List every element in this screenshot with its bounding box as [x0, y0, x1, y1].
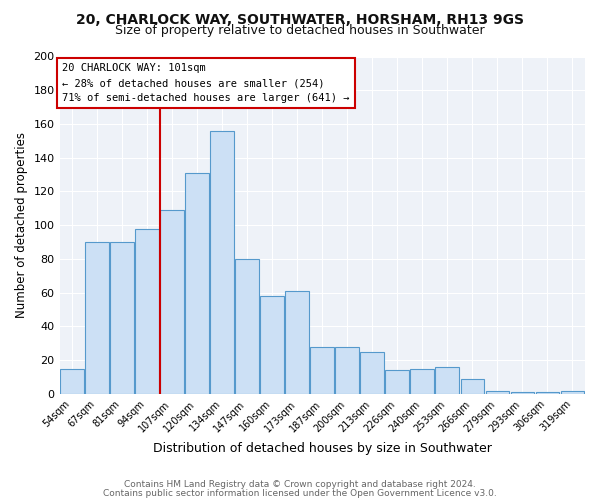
Bar	[210, 130, 234, 394]
Text: Contains HM Land Registry data © Crown copyright and database right 2024.: Contains HM Land Registry data © Crown c…	[124, 480, 476, 489]
Bar	[485, 390, 509, 394]
Text: 20, CHARLOCK WAY, SOUTHWATER, HORSHAM, RH13 9GS: 20, CHARLOCK WAY, SOUTHWATER, HORSHAM, R…	[76, 12, 524, 26]
Bar	[310, 346, 334, 394]
Text: 20 CHARLOCK WAY: 101sqm
← 28% of detached houses are smaller (254)
71% of semi-d: 20 CHARLOCK WAY: 101sqm ← 28% of detache…	[62, 63, 350, 103]
Text: Contains public sector information licensed under the Open Government Licence v3: Contains public sector information licen…	[103, 488, 497, 498]
Bar	[335, 346, 359, 394]
Bar	[235, 259, 259, 394]
Bar	[135, 228, 159, 394]
Bar	[436, 367, 459, 394]
Bar	[461, 378, 484, 394]
Bar	[185, 173, 209, 394]
Bar	[60, 368, 84, 394]
Text: Size of property relative to detached houses in Southwater: Size of property relative to detached ho…	[115, 24, 485, 37]
Y-axis label: Number of detached properties: Number of detached properties	[15, 132, 28, 318]
Bar	[260, 296, 284, 394]
Bar	[160, 210, 184, 394]
Bar	[361, 352, 384, 394]
Bar	[511, 392, 535, 394]
Bar	[85, 242, 109, 394]
Bar	[385, 370, 409, 394]
Bar	[560, 390, 584, 394]
Bar	[110, 242, 134, 394]
Bar	[536, 392, 559, 394]
X-axis label: Distribution of detached houses by size in Southwater: Distribution of detached houses by size …	[153, 442, 492, 455]
Bar	[286, 291, 309, 394]
Bar	[410, 368, 434, 394]
